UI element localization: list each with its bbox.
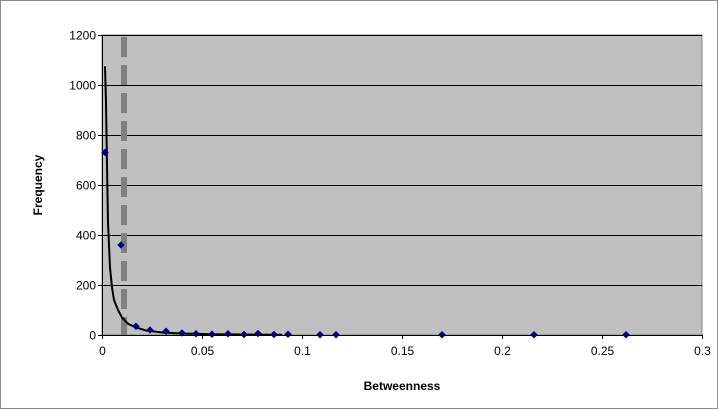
data-point	[622, 330, 630, 339]
data-points	[101, 148, 630, 339]
data-point	[270, 330, 278, 339]
data-point	[284, 330, 292, 339]
data-point	[316, 330, 324, 339]
data-point	[530, 330, 538, 339]
data-point	[178, 329, 186, 337]
data-point	[117, 241, 125, 249]
x-tick-label: 0.1	[294, 344, 311, 358]
data-point	[162, 327, 170, 336]
x-tick-label: 0.2	[494, 344, 511, 358]
gridlines	[102, 35, 702, 286]
x-tick-label: 0.25	[591, 344, 615, 358]
x-axis-title: Betweenness	[364, 379, 441, 393]
x-tick-label: 0.05	[191, 344, 215, 358]
y-tick-label: 400	[76, 229, 96, 243]
fit-line-layer	[104, 66, 283, 336]
y-axis-title: Frequency	[31, 154, 45, 215]
data-point	[192, 329, 200, 338]
y-tick-label: 600	[76, 179, 96, 193]
data-point	[438, 330, 446, 339]
data-point	[132, 322, 140, 331]
tick-labels: 0 200 400 600 800 1000 1200 0 0.05 0.1 0.15 0.2 0.25…	[69, 29, 711, 359]
axes	[98, 35, 703, 339]
data-point	[240, 330, 248, 339]
y-tick-label: 200	[76, 279, 96, 293]
y-tick-label: 1200	[69, 29, 96, 43]
fit-curve	[104, 66, 283, 336]
y-tick-label: 1000	[69, 79, 96, 93]
x-tick-label: 0.3	[694, 344, 711, 358]
data-point	[224, 329, 232, 338]
y-tick-label: 0	[89, 329, 96, 343]
data-point	[101, 148, 109, 157]
data-point	[254, 329, 262, 338]
data-point	[332, 330, 340, 339]
data-point	[146, 326, 154, 334]
data-point	[208, 330, 216, 339]
x-tick-label: 0	[99, 344, 106, 358]
y-tick-label: 800	[76, 129, 96, 143]
x-tick-label: 0.15	[391, 344, 415, 358]
